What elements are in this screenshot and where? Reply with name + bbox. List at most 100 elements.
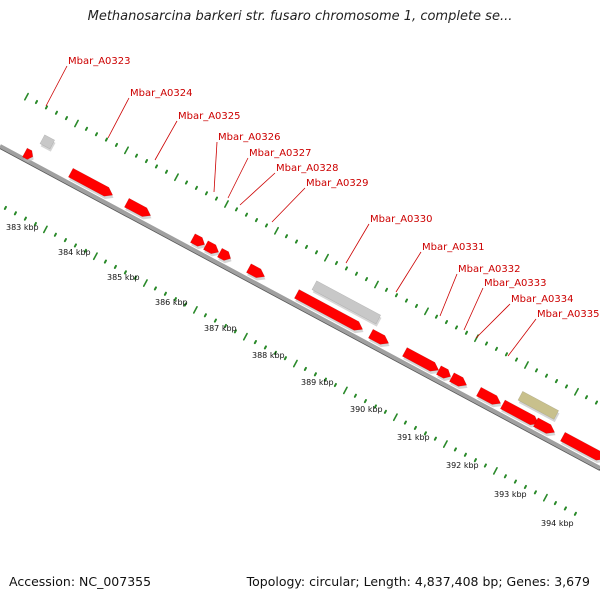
tick-mark xyxy=(333,382,337,388)
gene-label: Mbar_A0327 xyxy=(249,148,312,159)
tick-mark xyxy=(442,440,448,448)
gene-leader-line xyxy=(345,223,370,264)
gene-leader-line xyxy=(463,287,484,331)
tick-mark xyxy=(53,232,57,237)
kbp-label: 387 kbp xyxy=(204,324,237,333)
tick-mark xyxy=(44,105,49,110)
tick-mark xyxy=(204,191,209,196)
gene-feature xyxy=(517,390,560,423)
gene-arrow xyxy=(401,347,440,372)
tick-mark xyxy=(453,447,457,452)
tick-mark xyxy=(164,169,169,174)
tick-mark xyxy=(464,330,469,335)
tick-mark xyxy=(523,484,527,490)
tick-mark xyxy=(163,291,167,296)
tick-mark xyxy=(83,248,87,253)
gene-feature xyxy=(216,247,232,264)
tick-mark xyxy=(24,92,29,101)
tick-mark xyxy=(342,386,348,395)
gene-feature xyxy=(435,365,452,382)
tick-mark xyxy=(283,356,287,361)
lower-tick-row xyxy=(3,205,577,516)
tick-mark xyxy=(313,372,317,377)
gene-feature xyxy=(559,431,600,463)
upper-tick-row xyxy=(24,92,599,405)
gene-feature xyxy=(448,372,468,390)
gene-leader-line xyxy=(213,141,218,193)
kbp-label: 386 kbp xyxy=(155,298,188,307)
gene-feature xyxy=(475,386,502,408)
tick-mark xyxy=(384,287,389,292)
gene-feature xyxy=(401,347,440,374)
tick-mark xyxy=(254,218,259,223)
gene-arrow xyxy=(499,399,540,426)
tick-mark xyxy=(473,458,477,463)
tick-mark xyxy=(183,302,187,307)
tick-mark xyxy=(542,493,548,502)
tick-mark xyxy=(224,200,229,208)
tick-mark xyxy=(144,158,149,164)
tick-mark xyxy=(353,393,357,398)
tick-mark xyxy=(373,404,377,409)
tick-mark xyxy=(54,110,59,115)
tick-mark xyxy=(314,250,319,255)
tick-mark xyxy=(133,275,137,280)
gene-feature xyxy=(67,167,114,199)
tick-mark xyxy=(324,253,329,262)
tick-mark xyxy=(33,221,37,227)
kbp-label: 392 kbp xyxy=(446,461,479,470)
gene-arrow xyxy=(517,390,560,420)
tick-mark xyxy=(104,137,109,142)
gene-label: Mbar_A0333 xyxy=(484,278,547,289)
gene-label: Mbar_A0332 xyxy=(458,264,521,275)
tick-mark xyxy=(414,303,419,309)
gene-feature xyxy=(189,233,206,250)
tick-mark xyxy=(124,146,129,155)
gene-arrow xyxy=(532,417,556,434)
tick-mark xyxy=(344,266,349,271)
tick-mark xyxy=(492,467,498,475)
gene-leader-line xyxy=(45,65,68,107)
tick-mark xyxy=(503,474,507,479)
tick-mark xyxy=(594,400,599,405)
tick-mark xyxy=(173,297,177,302)
tick-mark xyxy=(42,225,48,234)
tick-mark xyxy=(424,307,429,316)
tick-mark xyxy=(34,99,39,105)
tick-mark xyxy=(292,359,298,368)
tick-mark xyxy=(13,211,17,216)
gene-arrow xyxy=(475,386,502,405)
tick-mark xyxy=(194,185,199,190)
tick-mark xyxy=(63,238,67,243)
tick-mark xyxy=(154,164,159,169)
gene-label: Mbar_A0323 xyxy=(68,56,131,67)
tick-mark xyxy=(392,413,398,422)
gene-feature xyxy=(123,197,152,220)
tick-mark xyxy=(103,259,107,264)
tick-mark xyxy=(303,366,307,371)
tick-mark xyxy=(564,384,569,389)
gene-label: Mbar_A0326 xyxy=(218,132,281,143)
gene-arrow xyxy=(245,263,266,279)
tick-mark xyxy=(374,280,379,289)
tick-mark xyxy=(174,173,179,182)
accession-label: Accession: NC_007355 xyxy=(9,574,152,589)
gene-arrow xyxy=(22,147,34,160)
tick-mark xyxy=(433,436,437,441)
tick-mark xyxy=(463,452,467,457)
tick-mark xyxy=(434,314,439,319)
tick-mark xyxy=(403,420,407,425)
gene-arrow xyxy=(123,197,152,217)
tick-mark xyxy=(244,212,249,217)
gene-label: Mbar_A0331 xyxy=(422,242,485,253)
gene-feature xyxy=(245,263,266,281)
tick-mark xyxy=(264,223,269,228)
tick-mark xyxy=(423,431,427,436)
chromosome-backbone xyxy=(0,144,600,470)
gene-arrow xyxy=(216,247,232,261)
genome-summary: Topology: circular; Length: 4,837,408 bp… xyxy=(246,574,590,589)
tick-mark xyxy=(114,142,119,148)
gene-arrow xyxy=(311,280,382,325)
tick-mark xyxy=(153,286,157,291)
kbp-label: 383 kbp xyxy=(6,223,39,232)
